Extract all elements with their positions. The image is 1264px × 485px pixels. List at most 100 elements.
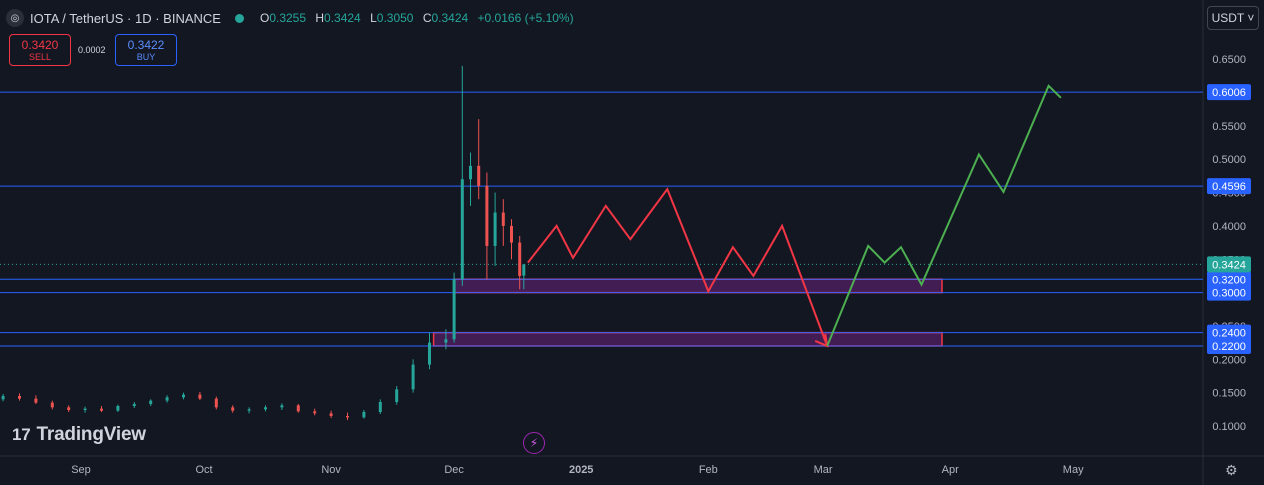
x-tick-label: Sep [71,464,91,476]
x-tick-label: Oct [195,464,212,476]
ohlc-legend: O0.3255 H0.3424 L0.3050 C0.3424 +0.0166 … [254,11,574,25]
candle-body [501,212,505,226]
candle-body [165,397,169,401]
support-zone [432,331,943,347]
candle-body [518,242,522,276]
sell-button[interactable]: 0.3420 SELL [9,34,71,66]
open-value: 0.3255 [269,11,307,25]
flash-icon[interactable]: ⚡ [523,432,545,454]
candle-body [132,403,136,406]
level-price-tag [1207,178,1251,195]
bearish-projection-path [527,187,829,347]
candle-body [116,405,120,411]
candle-body [182,394,185,398]
x-tick-label: Feb [699,464,718,476]
close-key: C [422,11,432,25]
candle-body [469,165,472,180]
level-price-tag [1207,84,1251,101]
candle-body [485,185,489,246]
candle-body [18,395,21,399]
candle-body [313,411,317,414]
current-price-label: 0.3424 [1212,259,1246,271]
candle-body [1,395,5,400]
sell-label: SELL [28,51,52,62]
level-price-label: 0.2400 [1212,328,1246,340]
current-price-tag [1207,256,1251,273]
spread-value: 0.0002 [78,45,106,55]
settings-icon[interactable]: ⚙ [1225,462,1238,478]
level-price-label: 0.2200 [1212,341,1246,353]
level-price-label: 0.3200 [1212,274,1246,286]
level-price-label: 0.3000 [1212,288,1246,300]
candle-body [149,400,153,404]
candle-body [395,389,399,402]
x-tick-label: Mar [814,464,833,476]
close-value: 0.3424 [431,11,469,25]
x-tick-label: Apr [942,464,959,476]
symbol-title[interactable]: IOTA / TetherUS · 1D · BINANCE [30,10,221,26]
symbol-header: ◎ IOTA / TetherUS · 1D · BINANCE O0.3255… [6,6,574,30]
candle-body [428,342,431,365]
candle-body [493,212,497,246]
candle-body [231,407,235,411]
candle-body [214,398,218,408]
candle-body [362,411,366,418]
candle-body [280,405,284,408]
buy-label: BUY [136,51,156,62]
buy-button[interactable]: 0.3422 BUY [115,34,177,66]
candle-body [50,402,54,408]
y-tick-label: 0.1500 [1212,388,1246,400]
sell-price: 0.3420 [21,37,59,52]
candle-body [477,165,481,186]
x-tick-label: Nov [321,464,341,476]
x-tick-label: Dec [444,464,464,476]
candle-body [247,409,251,411]
level-price-tag [1207,337,1251,354]
candle-body [452,279,456,340]
candle-body [329,413,333,416]
x-tick-label: 2025 [569,464,593,476]
candle-body [510,225,513,243]
candle-body [444,339,448,343]
level-price-tag [1207,271,1251,288]
high-value: 0.3424 [324,11,361,25]
candle-body [198,394,202,399]
x-tick-label: May [1063,464,1084,476]
bullish-projection-path [826,84,1062,347]
currency-select[interactable]: USDT ˅ [1207,6,1259,30]
y-tick-label: 0.2000 [1212,354,1246,366]
y-tick-label: 0.5000 [1212,154,1246,166]
open-key: O [259,11,270,25]
candle-body [378,401,382,412]
low-key: L [370,11,377,25]
support-zone [453,278,943,294]
low-value: 0.3050 [376,11,414,25]
change-value: +0.0166 (+5.10%) [477,11,574,25]
buy-price: 0.3422 [127,37,165,52]
candle-body [100,408,103,411]
y-tick-label: 0.5500 [1212,121,1246,133]
high-key: H [315,11,325,25]
iota-logo-icon: ◎ [6,9,24,27]
tradingview-mark-icon: 17 [12,425,31,444]
market-open-icon [234,13,244,23]
y-tick-label: 0.1000 [1212,421,1246,433]
candle-body [411,364,415,390]
candle-body [264,407,267,410]
tradingview-logo[interactable]: 17 TradingView [12,424,146,446]
candle-body [34,398,38,403]
y-tick-label: 0.4000 [1212,221,1246,233]
candle-body [460,179,464,280]
tradingview-wordmark: TradingView [36,424,147,445]
candle-body [296,405,300,412]
level-price-label: 0.6006 [1212,87,1246,99]
level-price-tag [1207,284,1251,301]
y-tick-label: 0.6500 [1212,54,1246,66]
candle-body [522,264,526,276]
candle-body [83,408,87,410]
level-price-tag [1207,324,1251,341]
candle-body [67,407,71,410]
level-price-label: 0.4596 [1212,181,1246,193]
candle-body [346,415,349,418]
